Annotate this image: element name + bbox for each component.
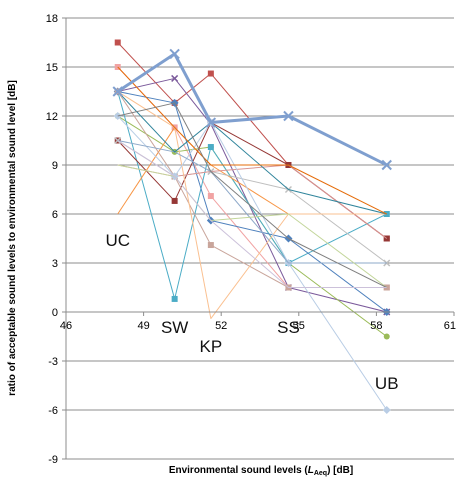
- x-tick-label: 52: [215, 320, 227, 332]
- x-axis-title-sub: Aeq: [314, 470, 327, 477]
- data-point: [382, 406, 391, 414]
- x-axis-title-text: Environmental sound levels (: [169, 465, 309, 476]
- x-axis-title-unit: ) [dB]: [327, 465, 353, 476]
- x-tick-label: 61: [444, 320, 456, 332]
- y-tick-label: 6: [52, 209, 58, 221]
- y-tick-label: -3: [48, 356, 58, 368]
- site-label-ss: SS: [277, 318, 300, 337]
- series-19: [117, 102, 387, 288]
- y-tick-label: -9: [48, 454, 58, 466]
- tick-labels: -9 -6 -3 0 3 6 9 12 15 18 46 49 52 55 58 61: [46, 13, 456, 466]
- y-tick-label: 15: [46, 62, 58, 74]
- data-point: [169, 48, 180, 60]
- data-point: [114, 39, 121, 46]
- y-tick-label: 3: [52, 258, 58, 270]
- site-label-ub: UB: [375, 374, 399, 393]
- data-point: [171, 295, 178, 302]
- series-line: [117, 91, 387, 320]
- data-point: [205, 117, 217, 128]
- series-13: [117, 91, 387, 320]
- data-point: [383, 333, 390, 340]
- y-tick-label: 9: [52, 160, 58, 172]
- data-point: [207, 70, 214, 77]
- series-20: [117, 140, 387, 288]
- data-point: [207, 144, 214, 151]
- x-axis-title: Environmental sound levels (LAeq) [dB]: [169, 465, 353, 477]
- y-tick-label: 0: [52, 307, 58, 319]
- y-tick-label: -6: [48, 405, 58, 417]
- data-point: [381, 159, 392, 171]
- series-group: [112, 39, 392, 414]
- axes: [62, 17, 455, 460]
- data-point: [207, 193, 214, 200]
- series-line: [117, 140, 387, 288]
- x-tick-label: 46: [60, 320, 72, 332]
- site-label-sw: SW: [161, 318, 188, 337]
- data-point: [207, 242, 214, 249]
- series-1: [112, 48, 392, 171]
- site-label-kp: KP: [200, 337, 223, 356]
- data-point: [171, 74, 179, 82]
- y-axis-title: ratio of acceptable sound levels to envi…: [7, 80, 18, 396]
- x-tick-label: 55: [293, 320, 305, 332]
- site-labels: UC SW KP SS UB: [105, 231, 398, 393]
- x-tick-label: 49: [137, 320, 149, 332]
- y-tick-label: 18: [46, 13, 58, 25]
- x-tick-label: 58: [370, 320, 382, 332]
- y-tick-label: 12: [46, 111, 58, 123]
- data-point: [171, 197, 178, 204]
- series-line: [117, 102, 387, 288]
- site-label-uc: UC: [105, 231, 130, 250]
- x-axis-title-var: L: [308, 465, 314, 476]
- data-point: [112, 86, 123, 97]
- data-point: [283, 110, 294, 122]
